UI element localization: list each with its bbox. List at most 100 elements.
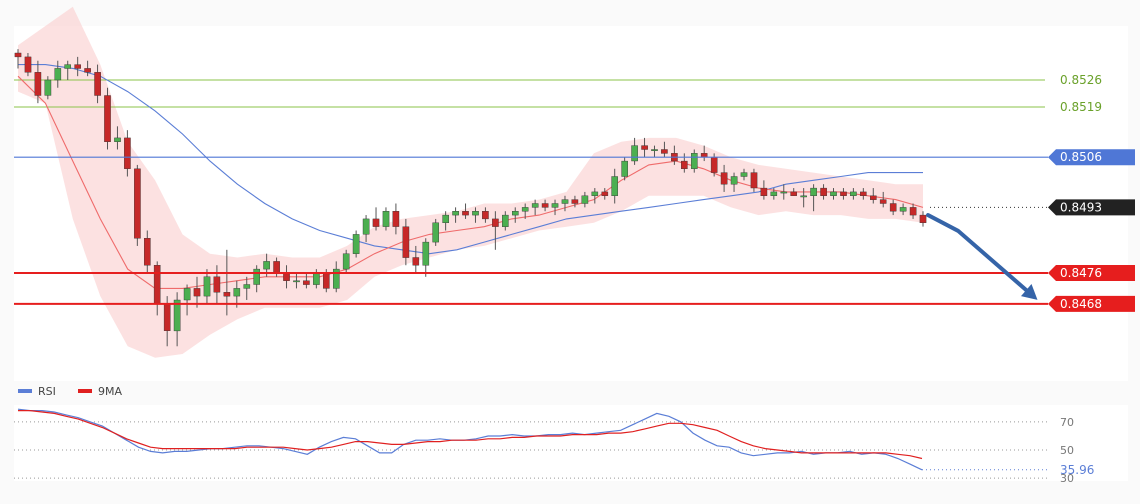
- rsi-line: [17, 408, 923, 471]
- candle-body: [462, 210, 469, 216]
- candle-body: [482, 210, 489, 220]
- legend-swatch: [78, 389, 92, 393]
- candle-body: [352, 234, 360, 254]
- candle-body: [34, 72, 42, 96]
- forecast-arrow-shaft: [926, 213, 1035, 298]
- candle-body: [899, 207, 907, 212]
- candle-body: [432, 222, 440, 243]
- candle-body: [74, 64, 81, 69]
- forecast-arrow-head: [1021, 284, 1038, 300]
- candle-body: [710, 156, 718, 173]
- candle-body: [740, 172, 748, 177]
- pivot-badge: [1048, 149, 1135, 166]
- candle-body: [860, 191, 867, 196]
- candle-body: [870, 195, 877, 200]
- candle-body: [651, 149, 658, 151]
- candle-body: [422, 241, 430, 266]
- candle-body: [790, 191, 797, 196]
- candle-body: [163, 303, 171, 331]
- candle-body: [24, 56, 32, 73]
- candle-body: [631, 145, 638, 162]
- candle-body: [213, 276, 221, 293]
- support-badge: [1048, 295, 1135, 312]
- legend-label: RSI: [38, 385, 56, 398]
- candle-body: [661, 149, 668, 154]
- candle-body: [611, 176, 618, 196]
- candle-body: [94, 72, 101, 96]
- candle-body: [879, 199, 887, 204]
- candle-body: [54, 68, 62, 81]
- support-label: 0.8476: [1060, 266, 1102, 280]
- candle-body: [173, 299, 181, 332]
- candle-body: [512, 210, 519, 216]
- candle-body: [313, 272, 320, 285]
- price-chart: 0.8526 0.8519 0.8506 0.8493 0.8476 0.8468: [14, 6, 1135, 358]
- candle-body: [551, 203, 559, 208]
- current-price-badge: [1048, 199, 1135, 216]
- support-label: 0.8468: [1060, 297, 1102, 311]
- candle-body: [730, 176, 738, 185]
- candle-body: [14, 52, 22, 58]
- candle-body: [770, 191, 778, 196]
- candle-body: [830, 191, 837, 196]
- candle-body: [571, 199, 579, 204]
- candle-body: [581, 195, 589, 204]
- candle-body: [84, 68, 91, 73]
- candle-body: [342, 253, 350, 270]
- rsi-panel: [14, 405, 1128, 481]
- candle-body: [531, 203, 539, 208]
- candle-body: [134, 168, 141, 239]
- candle-body: [124, 137, 131, 169]
- candle-body: [153, 265, 161, 305]
- rsi-current-label: 35.96: [1060, 463, 1094, 477]
- candle-body: [810, 187, 817, 197]
- candle-body: [64, 64, 71, 69]
- pivot-label: 0.8506: [1060, 150, 1102, 164]
- candle-body: [840, 191, 847, 196]
- candle-body: [233, 288, 241, 297]
- rsi-tick-label: 30: [1060, 472, 1074, 485]
- candle-body: [223, 292, 231, 297]
- candle-body: [372, 218, 380, 227]
- rsi-ma-line: [18, 410, 923, 460]
- rsi-tick-label: 70: [1060, 416, 1074, 429]
- candle-body: [681, 160, 688, 170]
- candle-body: [104, 95, 111, 142]
- candle-body: [114, 137, 121, 142]
- candle-body: [273, 261, 280, 274]
- legend-swatch: [18, 389, 32, 393]
- candle-body: [691, 153, 698, 169]
- candle-body: [293, 280, 300, 283]
- support-badge: [1048, 264, 1135, 281]
- candle-body: [621, 160, 628, 177]
- candle-body: [601, 191, 609, 196]
- candle-body: [143, 237, 151, 266]
- candle-body: [382, 210, 390, 227]
- candle-body: [203, 276, 211, 297]
- candle-body: [820, 187, 827, 197]
- candle-body: [362, 218, 370, 235]
- candle-body: [720, 172, 728, 185]
- moving-average-fast: [17, 75, 924, 289]
- candle-body: [750, 172, 758, 189]
- rsi-tick-label: 50: [1060, 444, 1074, 457]
- candle-body: [541, 203, 549, 208]
- candle-body: [392, 210, 400, 227]
- candle-body: [492, 218, 499, 227]
- candle-body: [909, 207, 917, 216]
- candle-body: [253, 268, 261, 285]
- resistance-label: 0.8526: [1060, 73, 1102, 87]
- candle-body: [452, 210, 459, 216]
- legend-label: 9MA: [98, 385, 122, 398]
- candle-body: [333, 268, 340, 289]
- candle-body: [889, 203, 897, 212]
- candle-body: [591, 191, 599, 196]
- candle-body: [800, 195, 807, 198]
- candle-body: [303, 280, 310, 285]
- candle-body: [323, 272, 330, 289]
- candle-body: [283, 272, 290, 281]
- candle-body: [442, 214, 450, 224]
